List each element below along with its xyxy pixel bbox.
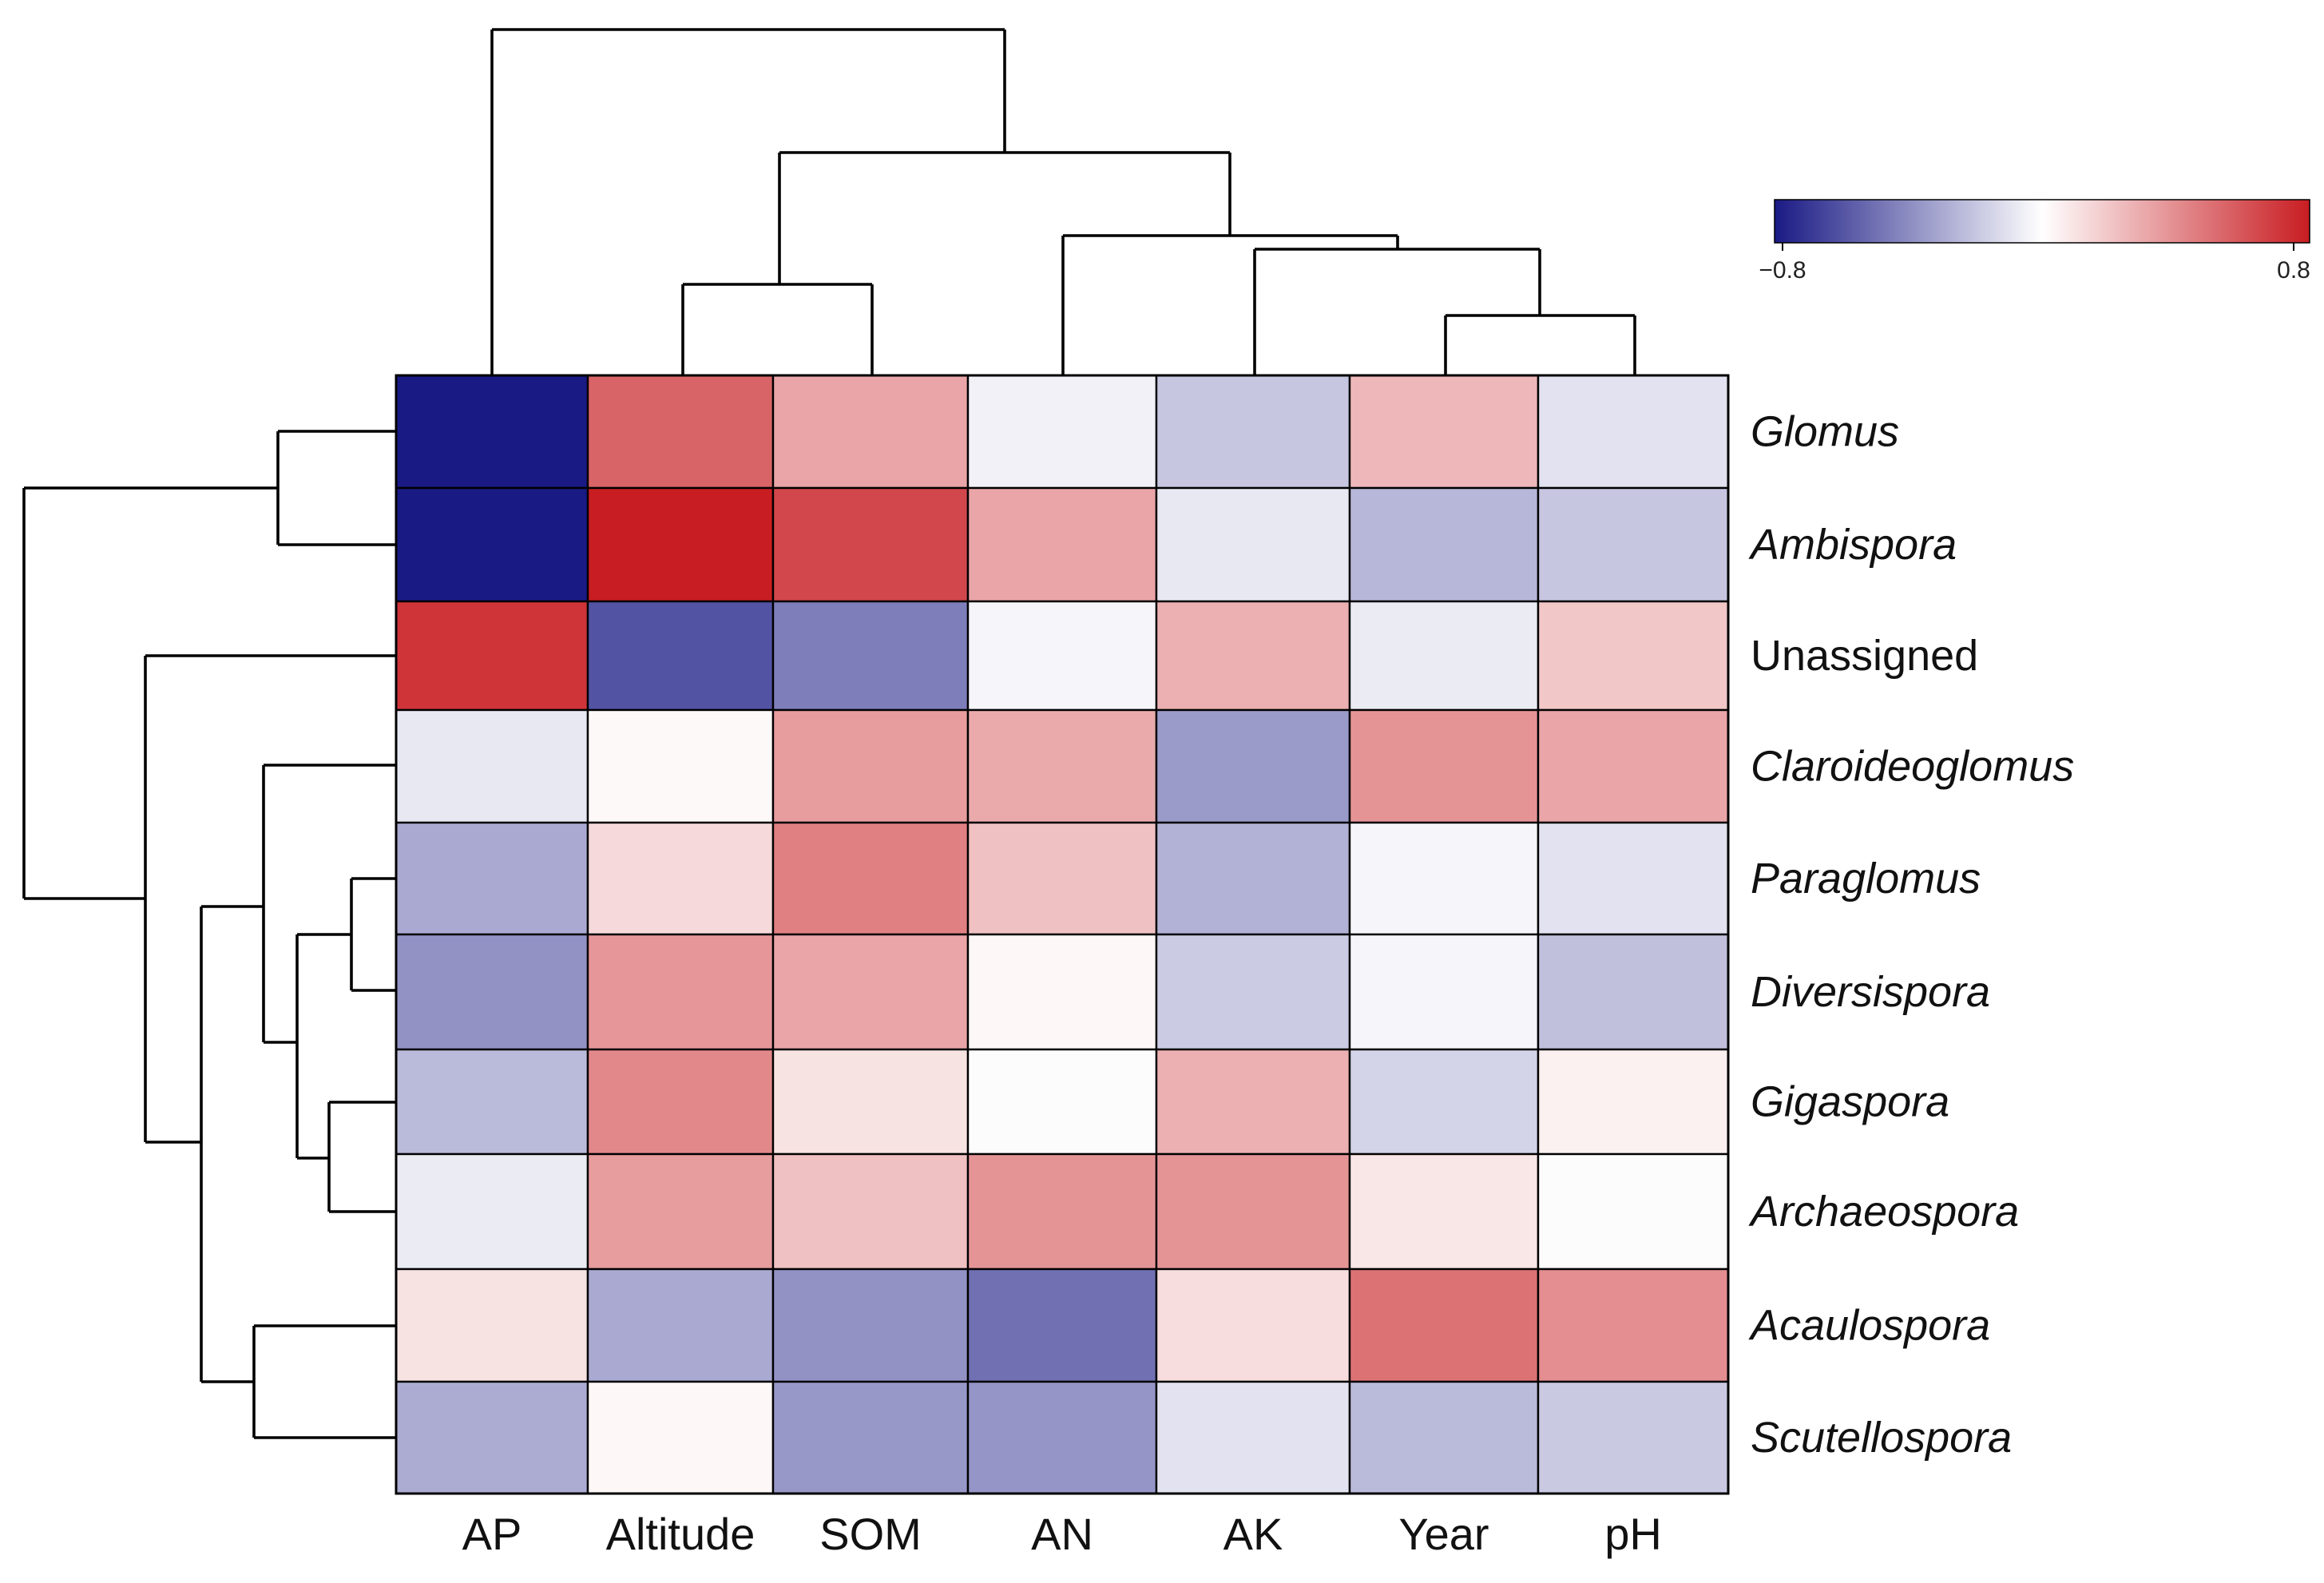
- heatmap-cell: [771, 1268, 970, 1383]
- column-label: SOM: [819, 1509, 922, 1559]
- heatmap-cell: [1537, 1380, 1730, 1495]
- heatmap-cell: [771, 1153, 970, 1271]
- heatmap-cell: [771, 600, 970, 712]
- heatmap-cell: [966, 486, 1158, 603]
- heatmap-cell: [395, 600, 589, 712]
- heatmap-cell: [1348, 933, 1540, 1051]
- heatmap-border: [395, 374, 1730, 1495]
- heatmap-cell: [1537, 933, 1730, 1051]
- heatmap-cell: [395, 1268, 589, 1383]
- heatmap-cell: [586, 374, 775, 490]
- heatmap-cell: [1155, 600, 1351, 712]
- heatmap-cell: [586, 1153, 775, 1271]
- heatmap-cell: [966, 1268, 1158, 1383]
- heatmap-cell: [1537, 1153, 1730, 1271]
- heatmap-cell: [1155, 708, 1351, 824]
- column-dendrogram: [490, 28, 1636, 375]
- heatmap-cell: [586, 486, 775, 603]
- heatmap-cell: [1537, 1268, 1730, 1383]
- heatmap-cell: [586, 1268, 775, 1383]
- legend-min-label: −0.8: [1759, 257, 1806, 284]
- heatmap-cell: [771, 486, 970, 603]
- heatmap-cell: [1348, 600, 1540, 712]
- heatmap-cell: [966, 1380, 1158, 1495]
- heatmap-cell: [1155, 1380, 1351, 1495]
- heatmap-cell: [395, 821, 589, 936]
- heatmap-grid: [395, 374, 1730, 1495]
- column-labels: AP Altitude SOM AN AK Year pH: [462, 1509, 1662, 1559]
- heatmap-cell: [395, 1153, 589, 1271]
- heatmap-cell: [586, 933, 775, 1051]
- heatmap-cell: [395, 486, 589, 603]
- heatmap-cell: [966, 708, 1158, 824]
- heatmap-cell: [1537, 821, 1730, 936]
- legend-color-bar: [1774, 199, 2310, 244]
- heatmap-cell: [1155, 1153, 1351, 1271]
- heatmap-cell: [1155, 374, 1351, 490]
- heatmap-cell: [586, 600, 775, 712]
- heatmap-cell: [966, 1048, 1158, 1156]
- heatmap-cell: [771, 374, 970, 490]
- heatmap-cell: [586, 708, 775, 824]
- heatmap-cell: [771, 708, 970, 824]
- heatmap-cell: [1155, 933, 1351, 1051]
- heatmap-cell: [966, 1153, 1158, 1271]
- heatmap-cell: [586, 1380, 775, 1495]
- heatmap-cell: [1348, 1380, 1540, 1495]
- row-labels: Glomus Ambispora Unassigned Claroideoglomus…: [1748, 408, 2074, 1462]
- heatmap-cell: [771, 933, 970, 1051]
- row-label: Glomus: [1751, 408, 1899, 456]
- heatmap-cell: [395, 708, 589, 824]
- heatmap-cell: [771, 821, 970, 936]
- legend-max-label: 0.8: [2277, 257, 2310, 284]
- heatmap-cell: [395, 374, 589, 490]
- heatmap-cell: [966, 374, 1158, 490]
- row-label: Unassigned: [1751, 632, 1978, 680]
- heatmap-cell: [1155, 821, 1351, 936]
- column-label: AP: [462, 1509, 522, 1559]
- heatmap-cell: [1537, 600, 1730, 712]
- row-label: Archaeospora: [1748, 1188, 2019, 1236]
- heatmap-cell: [1348, 1268, 1540, 1383]
- heatmap-cell: [1348, 1048, 1540, 1156]
- heatmap-cell: [966, 933, 1158, 1051]
- heatmap-cell: [771, 1380, 970, 1495]
- heatmap-cell: [1155, 1048, 1351, 1156]
- heatmap-cell: [1348, 486, 1540, 603]
- heatmap-cell: [586, 821, 775, 936]
- column-label: Altitude: [606, 1509, 755, 1559]
- heatmap-cell: [1155, 1268, 1351, 1383]
- heatmap-cell: [1348, 1153, 1540, 1271]
- row-dendrogram: [22, 430, 396, 1439]
- heatmap-cell: [395, 1380, 589, 1495]
- heatmap-cell: [395, 1048, 589, 1156]
- heatmap-cell: [586, 1048, 775, 1156]
- heatmap-cell: [1537, 1048, 1730, 1156]
- heatmap-cell: [1537, 708, 1730, 824]
- heatmap-cell: [1348, 708, 1540, 824]
- heatmap-cell: [395, 933, 589, 1051]
- color-legend: −0.8 0.8: [1759, 199, 2310, 284]
- row-label: Ambispora: [1748, 521, 1957, 569]
- column-label: AN: [1031, 1509, 1093, 1559]
- heatmap-cell: [771, 1048, 970, 1156]
- heatmap-cell: [1348, 821, 1540, 936]
- heatmap-cell: [1537, 374, 1730, 490]
- heatmap-cell: [1537, 486, 1730, 603]
- row-label: Claroideoglomus: [1751, 743, 2074, 791]
- column-label: Year: [1398, 1509, 1489, 1559]
- row-label: Acaulospora: [1748, 1302, 1990, 1350]
- row-label: Diversispora: [1751, 968, 1990, 1016]
- heatmap-cell: [1348, 374, 1540, 490]
- heatmap-cell: [966, 821, 1158, 936]
- row-label: Paraglomus: [1751, 855, 1981, 903]
- column-label: pH: [1604, 1509, 1662, 1559]
- heatmap-cell: [966, 600, 1158, 712]
- row-label: Gigaspora: [1751, 1078, 1949, 1126]
- row-label: Scutellospora: [1751, 1414, 2012, 1462]
- column-label: AK: [1223, 1509, 1283, 1559]
- heatmap-cell: [1155, 486, 1351, 603]
